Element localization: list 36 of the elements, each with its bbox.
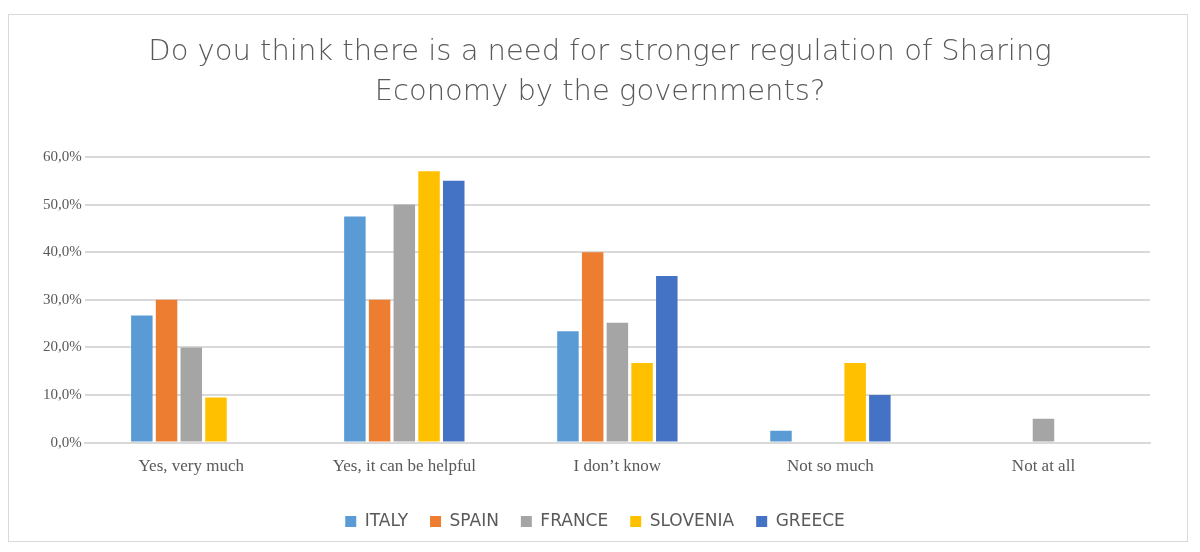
bar [368,299,391,442]
x-tick-label: Yes, very much [138,456,245,476]
y-tick-label: 30,0% [43,290,82,307]
x-tick-label: Not so much [786,456,875,476]
bar [656,276,678,442]
bar [631,363,653,442]
y-tick-label: 50,0% [43,195,82,212]
bar [869,395,891,442]
bar [844,363,866,442]
y-tick-label: 10,0% [43,385,82,402]
bar [418,171,440,442]
x-tick-label: Yes, it can be helpful [332,456,477,476]
legend-label: SLOVENIA [649,509,735,530]
bar [205,397,227,442]
bar [770,430,792,442]
bar [1032,418,1055,442]
y-tick-label: 20,0% [43,338,82,355]
x-tick-label: Not at all [1011,456,1076,476]
chart-title: Do you think there is a need for stronger regulation of Sharing Economy by the governments? [147,32,1053,109]
legend-label: SPAIN [449,509,499,530]
bar [131,315,153,442]
bar [155,299,178,442]
x-tick-label: I don’t know [573,456,662,476]
legend-label: GREECE [775,509,845,530]
bar [443,180,465,442]
y-tick-label: 0,0% [50,433,82,450]
bar [393,204,416,442]
bar [581,252,604,442]
y-tick-label: 60,0% [43,147,82,164]
y-tick-label: 40,0% [43,243,82,260]
bar [557,331,579,442]
bar [180,347,203,442]
legend-label: FRANCE [540,509,609,530]
bar [344,216,366,442]
legend-label: ITALY [364,509,409,530]
bar [606,322,629,442]
